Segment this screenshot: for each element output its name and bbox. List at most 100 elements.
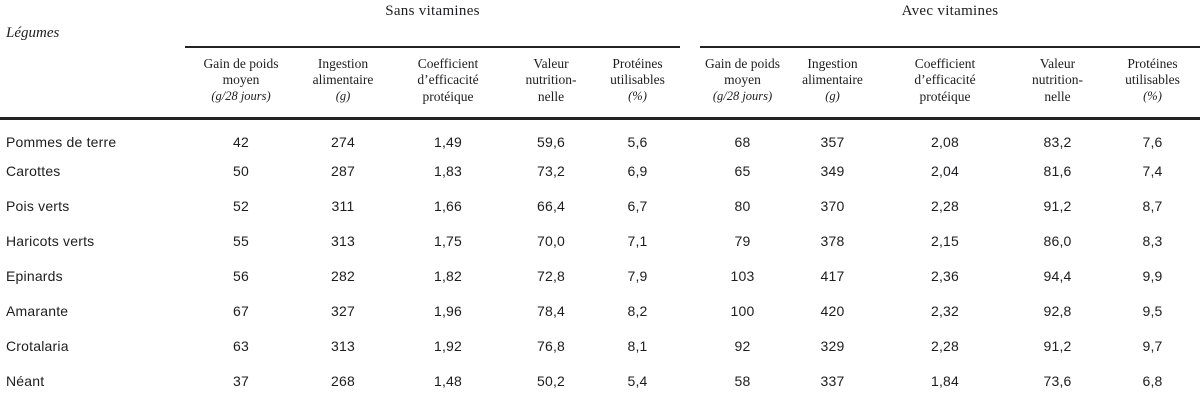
row-label: Crotalaria — [6, 337, 69, 354]
value-cell: 94,4 — [1043, 267, 1072, 284]
value-cell: 370 — [820, 197, 845, 214]
nutrition-comparison-table: Légumes Sans vitamines Avec vitamines Ga… — [0, 0, 1200, 398]
value-cell: 80 — [734, 197, 751, 214]
group-header-sans-vitamines: Sans vitamines — [185, 0, 681, 48]
column-header: Coefficient d’efficacité protéique — [880, 47, 1011, 120]
value-cell: 337 — [820, 372, 845, 389]
column-unit: (g) — [335, 88, 351, 103]
row-label: Epinards — [6, 267, 63, 284]
value-cell: 56 — [233, 267, 249, 284]
value-cell: 420 — [820, 302, 845, 319]
value-cell: 52 — [233, 197, 249, 214]
value-cell: 378 — [820, 232, 845, 249]
column-title: Coefficient d’efficacité protéique — [914, 56, 976, 104]
table-row: Haricots verts 55 313 1,75 70,0 7,1 79 3… — [0, 223, 1200, 258]
value-cell: 1,84 — [930, 372, 960, 389]
value-cell: 67 — [233, 302, 249, 319]
value-cell: 81,6 — [1043, 162, 1072, 179]
value-cell: 1,66 — [433, 197, 463, 214]
value-cell: 9,5 — [1142, 302, 1163, 319]
value-cell: 8,2 — [627, 302, 648, 319]
value-cell: 55 — [233, 232, 249, 249]
table-row: Néant 37 268 1,48 50,2 5,4 58 337 1,84 7… — [0, 363, 1200, 398]
value-cell: 76,8 — [536, 337, 566, 354]
table-row: Pommes de terre 42 274 1,49 59,6 5,6 68 … — [0, 118, 1200, 153]
value-cell: 100 — [730, 302, 755, 319]
value-cell: 1,83 — [433, 162, 463, 179]
value-cell: 9,7 — [1142, 337, 1163, 354]
value-cell: 92,8 — [1043, 302, 1072, 319]
value-cell: 1,75 — [433, 232, 463, 249]
column-title: Ingestion alimentaire — [312, 56, 374, 88]
value-cell: 65 — [734, 162, 751, 179]
value-cell: 2,15 — [930, 232, 960, 249]
value-cell: 92 — [734, 337, 751, 354]
value-cell: 6,9 — [627, 162, 648, 179]
value-cell: 91,2 — [1043, 197, 1072, 214]
column-header: Ingestion alimentaire (g) — [785, 47, 881, 120]
value-cell: 2,04 — [930, 162, 960, 179]
value-cell: 2,36 — [930, 267, 960, 284]
value-cell: 79 — [734, 232, 751, 249]
value-cell: 8,1 — [627, 337, 648, 354]
column-unit: (g) — [825, 88, 840, 103]
value-cell: 6,8 — [1142, 372, 1163, 389]
value-cell: 8,3 — [1142, 232, 1163, 249]
value-cell: 103 — [730, 267, 755, 284]
value-cell: 42 — [233, 133, 249, 150]
row-label: Haricots verts — [6, 232, 95, 249]
table-row: Crotalaria 63 313 1,92 76,8 8,1 92 329 2… — [0, 328, 1200, 363]
value-cell: 357 — [820, 133, 845, 150]
value-cell: 327 — [331, 302, 355, 319]
column-title: Valeur nutrition- nelle — [1032, 56, 1084, 104]
value-cell: 1,96 — [433, 302, 463, 319]
column-header: Gain de poids moyen (g/28 jours) — [185, 47, 297, 120]
value-cell: 73,2 — [536, 162, 566, 179]
value-cell: 37 — [233, 372, 249, 389]
value-cell: 50 — [233, 162, 249, 179]
column-unit: (%) — [1143, 88, 1162, 103]
value-cell: 1,49 — [433, 133, 463, 150]
value-cell: 59,6 — [536, 133, 566, 150]
table-row: Epinards 56 282 1,82 72,8 7,9 103 417 2,… — [0, 258, 1200, 293]
value-cell: 91,2 — [1043, 337, 1072, 354]
group-header-row: Légumes Sans vitamines Avec vitamines — [0, 0, 1200, 120]
column-header: Valeur nutrition- nelle — [507, 47, 595, 120]
row-label: Amarante — [6, 302, 69, 319]
column-title: Valeur nutrition- nelle — [525, 56, 577, 104]
table-row: Carottes 50 287 1,83 73,2 6,9 65 349 2,0… — [0, 153, 1200, 188]
gap-cell — [680, 223, 700, 258]
value-cell: 7,9 — [627, 267, 648, 284]
column-header-row: Gain de poids moyen (g/28 jours) Ingestio… — [0, 47, 1200, 120]
gap-cell — [680, 258, 700, 293]
row-label: Carottes — [6, 162, 61, 179]
value-cell: 274 — [331, 133, 355, 150]
value-cell: 313 — [331, 232, 355, 249]
value-cell: 417 — [820, 267, 845, 284]
value-cell: 5,6 — [627, 133, 648, 150]
value-cell: 66,4 — [536, 197, 566, 214]
value-cell: 9,9 — [1142, 267, 1163, 284]
column-unit: (g/28 jours) — [211, 88, 271, 103]
value-cell: 63 — [233, 337, 249, 354]
value-cell: 58 — [734, 372, 751, 389]
value-cell: 2,28 — [930, 337, 960, 354]
row-label: Néant — [6, 372, 45, 389]
value-cell: 78,4 — [536, 302, 566, 319]
value-cell: 73,6 — [1043, 372, 1072, 389]
value-cell: 1,82 — [433, 267, 463, 284]
value-cell: 268 — [331, 372, 355, 389]
gap-cell — [680, 293, 700, 328]
value-cell: 50,2 — [536, 372, 566, 389]
table-row: Amarante 67 327 1,96 78,4 8,2 100 420 2,… — [0, 293, 1200, 328]
value-cell: 86,0 — [1043, 232, 1072, 249]
value-cell: 349 — [820, 162, 845, 179]
column-header: Protéines utilisables (%) — [595, 47, 681, 120]
value-cell: 8,7 — [1142, 197, 1163, 214]
column-title: Protéines utilisables — [610, 56, 665, 88]
column-header: Coefficient d’efficacité protéique — [389, 47, 507, 120]
group-header-avec-vitamines: Avec vitamines — [700, 0, 1200, 48]
value-cell: 2,08 — [930, 133, 960, 150]
row-label: Pois verts — [6, 197, 70, 214]
row-label: Pommes de terre — [6, 133, 117, 150]
